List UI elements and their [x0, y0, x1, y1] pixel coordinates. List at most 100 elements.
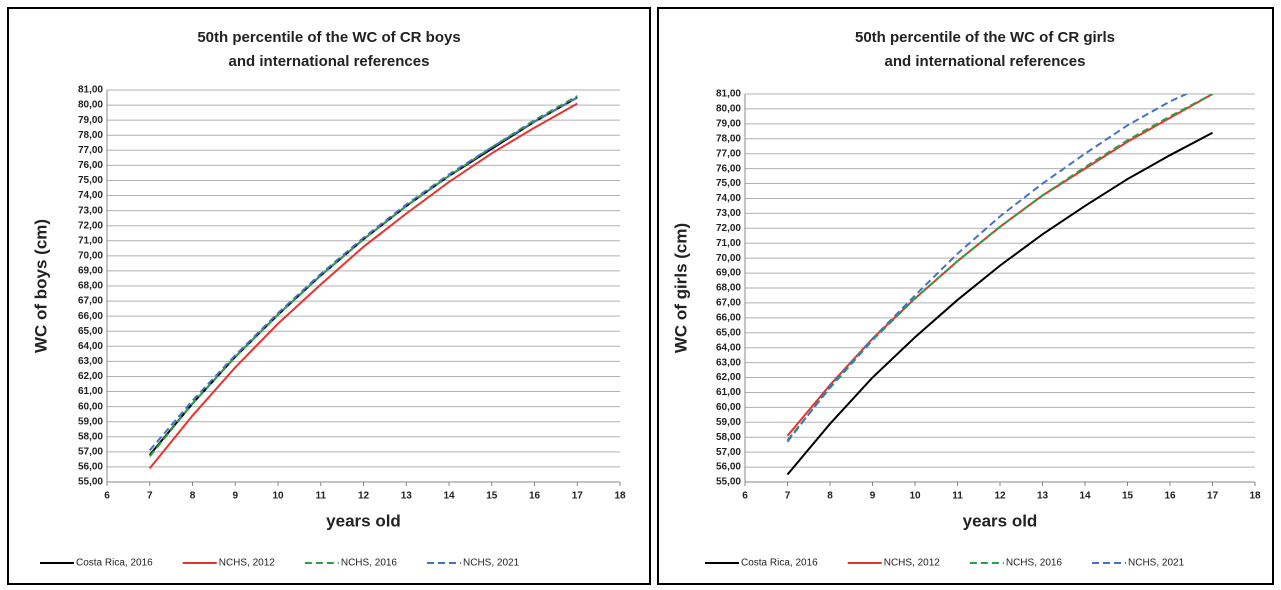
y-tick-label: 78,00 — [716, 133, 741, 144]
x-tick-label: 6 — [742, 491, 748, 502]
x-tick-label: 14 — [1079, 491, 1091, 502]
x-tick-label: 12 — [358, 491, 370, 502]
y-tick-label: 81,00 — [78, 85, 103, 96]
y-tick-label: 61,00 — [78, 386, 103, 397]
y-tick-label: 57,00 — [78, 446, 103, 457]
chart-title: 50th percentile of the WC of CR girls — [855, 29, 1115, 46]
y-tick-label: 73,00 — [78, 205, 103, 216]
x-tick-label: 9 — [870, 491, 876, 502]
y-tick-label: 67,00 — [716, 298, 741, 309]
y-tick-label: 59,00 — [716, 417, 741, 428]
y-tick-label: 80,00 — [716, 104, 741, 115]
series-line — [148, 102, 578, 470]
legend-label: NCHS, 2021 — [1128, 558, 1185, 569]
x-axis-label: years old — [326, 511, 401, 530]
x-tick-label: 12 — [994, 491, 1006, 502]
y-tick-label: 66,00 — [716, 312, 741, 323]
y-tick-label: 75,00 — [78, 175, 103, 186]
y-tick-label: 60,00 — [78, 401, 103, 412]
y-tick-label: 78,00 — [78, 130, 103, 141]
x-tick-label: 18 — [1249, 491, 1261, 502]
x-tick-label: 7 — [785, 491, 791, 502]
legend-label: NCHS, 2021 — [463, 558, 520, 569]
series-line — [786, 94, 1189, 443]
y-tick-label: 58,00 — [78, 431, 103, 442]
x-tick-label: 16 — [1164, 491, 1176, 502]
series-line — [148, 96, 578, 451]
x-tick-label: 15 — [486, 491, 498, 502]
panel-frame — [657, 7, 1274, 585]
chart-title: and international references — [229, 53, 430, 70]
legend-label: Costa Rica, 2016 — [741, 558, 818, 569]
y-tick-label: 55,00 — [78, 477, 103, 488]
x-tick-label: 7 — [147, 491, 153, 502]
series-line — [786, 131, 1213, 476]
y-tick-label: 55,00 — [716, 477, 741, 488]
chart-title: and international references — [885, 53, 1086, 70]
y-tick-label: 60,00 — [716, 402, 741, 413]
y-tick-label: 62,00 — [78, 371, 103, 382]
x-tick-label: 9 — [232, 491, 238, 502]
x-tick-label: 15 — [1122, 491, 1134, 502]
title-word: and — [229, 53, 256, 70]
y-tick-label: 79,00 — [78, 115, 103, 126]
y-tick-label: 70,00 — [716, 253, 741, 264]
x-tick-label: 13 — [1037, 491, 1049, 502]
y-tick-label: 76,00 — [78, 160, 103, 171]
y-tick-label: 72,00 — [716, 223, 741, 234]
x-tick-label: 8 — [827, 491, 833, 502]
legend-label: NCHS, 2016 — [1006, 558, 1063, 569]
y-tick-label: 81,00 — [716, 89, 741, 100]
y-tick-label: 75,00 — [716, 178, 741, 189]
x-tick-label: 8 — [190, 491, 196, 502]
y-tick-label: 57,00 — [716, 447, 741, 458]
x-tick-label: 13 — [401, 491, 413, 502]
y-tick-label: 70,00 — [78, 250, 103, 261]
y-tick-label: 69,00 — [78, 266, 103, 277]
x-tick-label: 11 — [315, 491, 326, 502]
legend-label: NCHS, 2012 — [884, 558, 941, 569]
series-line — [786, 94, 1213, 441]
y-tick-label: 61,00 — [716, 387, 741, 398]
y-tick-label: 80,00 — [78, 100, 103, 111]
y-tick-label: 71,00 — [78, 235, 103, 246]
y-tick-label: 77,00 — [716, 148, 741, 159]
y-tick-label: 79,00 — [716, 118, 741, 129]
legend-label: NCHS, 2012 — [219, 558, 276, 569]
y-tick-label: 66,00 — [78, 311, 103, 322]
y-tick-label: 68,00 — [716, 283, 741, 294]
x-tick-label: 10 — [909, 491, 921, 502]
y-tick-label: 65,00 — [78, 326, 103, 337]
panel-frame — [7, 7, 651, 585]
y-tick-label: 74,00 — [716, 193, 741, 204]
y-tick-label: 77,00 — [78, 145, 103, 156]
x-tick-label: 14 — [443, 491, 455, 502]
y-tick-label: 58,00 — [716, 432, 741, 443]
title-word: international references — [259, 53, 429, 70]
legend-label: Costa Rica, 2016 — [76, 558, 153, 569]
y-tick-label: 63,00 — [78, 356, 103, 367]
y-tick-label: 59,00 — [78, 416, 103, 427]
series-line — [148, 95, 578, 457]
y-tick-label: 56,00 — [78, 462, 103, 473]
y-axis-label: WC of boys (cm) — [31, 219, 50, 353]
y-tick-label: 68,00 — [78, 281, 103, 292]
y-tick-label: 62,00 — [716, 372, 741, 383]
legend-label: NCHS, 2016 — [341, 558, 398, 569]
y-tick-label: 65,00 — [716, 327, 741, 338]
x-tick-label: 11 — [952, 491, 963, 502]
y-tick-label: 64,00 — [78, 341, 103, 352]
x-tick-label: 16 — [529, 491, 541, 502]
y-tick-label: 76,00 — [716, 163, 741, 174]
y-tick-label: 69,00 — [716, 268, 741, 279]
y-tick-label: 67,00 — [78, 296, 103, 307]
x-tick-label: 6 — [104, 491, 110, 502]
y-tick-label: 56,00 — [716, 462, 741, 473]
x-tick-label: 18 — [614, 491, 626, 502]
x-tick-label: 17 — [1207, 491, 1219, 502]
chart-title: 50th percentile of the WC of CR boys — [197, 29, 460, 46]
y-tick-label: 73,00 — [716, 208, 741, 219]
y-axis-label: WC of girls (cm) — [671, 223, 690, 353]
